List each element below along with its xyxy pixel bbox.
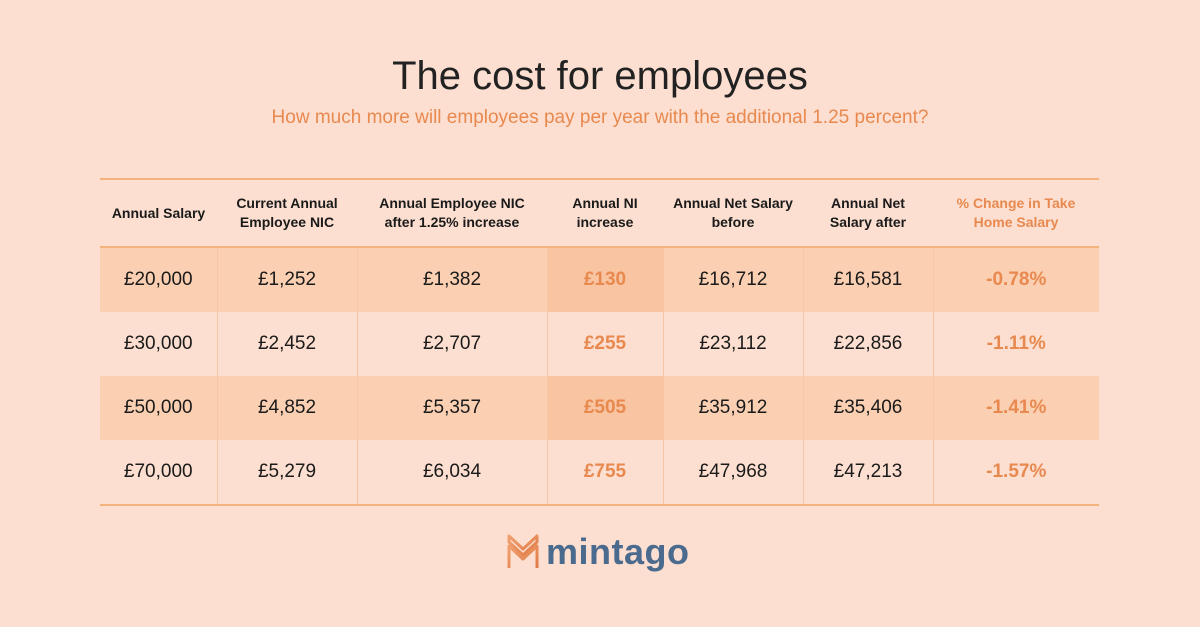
table-row: £50,000 £4,852 £5,357 £505 £35,912 £35,4… bbox=[100, 376, 1099, 440]
table-row: £70,000 £5,279 £6,034 £755 £47,968 £47,2… bbox=[100, 440, 1099, 505]
header-nic-after-increase: Annual Employee NIC after 1.25% increase bbox=[379, 195, 525, 230]
cost-table: Annual Salary Current Annual Employee NI… bbox=[100, 178, 1099, 506]
cost-table-container: Annual Salary Current Annual Employee NI… bbox=[100, 178, 1099, 506]
cell-annual-salary: £50,000 bbox=[100, 376, 217, 440]
page-subtitle: How much more will employees pay per yea… bbox=[271, 107, 929, 128]
cell-current-nic: £5,279 bbox=[216, 440, 357, 505]
table-row: £30,000 £2,452 £2,707 £255 £23,112 £22,8… bbox=[100, 312, 1099, 376]
cell-net-salary-after: £16,581 bbox=[802, 247, 933, 312]
cell-net-salary-before: £16,712 bbox=[662, 247, 803, 312]
cell-net-salary-after: £47,213 bbox=[802, 440, 933, 505]
cell-ni-increase: £755 bbox=[546, 440, 663, 505]
cell-nic-after-increase: £5,357 bbox=[356, 376, 547, 440]
cell-current-nic: £2,452 bbox=[216, 312, 357, 376]
cell-annual-salary: £70,000 bbox=[123, 461, 193, 482]
cell-net-salary-before: £23,112 bbox=[662, 312, 803, 376]
header-current-nic: Current Annual Employee NIC bbox=[236, 195, 338, 230]
header-ni-increase: Annual NI increase bbox=[572, 195, 638, 230]
table-header-row: Annual Salary Current Annual Employee NI… bbox=[100, 179, 1099, 247]
cell-ni-increase: £130 bbox=[546, 247, 663, 312]
cell-net-salary-after: £35,406 bbox=[802, 376, 933, 440]
cell-percent-change: -0.78% bbox=[932, 247, 1099, 312]
cell-percent-change: -1.57% bbox=[932, 440, 1099, 505]
header-net-salary-after: Annual Net Salary after bbox=[829, 195, 907, 230]
cell-nic-after-increase: £6,034 bbox=[356, 440, 547, 505]
cell-annual-salary: £20,000 bbox=[100, 247, 217, 312]
cell-net-salary-after: £22,856 bbox=[802, 312, 933, 376]
cell-current-nic: £1,252 bbox=[216, 247, 357, 312]
cell-current-nic: £4,852 bbox=[216, 376, 357, 440]
cell-ni-increase: £505 bbox=[546, 376, 663, 440]
page-title: The cost for employees bbox=[392, 54, 808, 98]
mintago-logo-icon bbox=[507, 534, 539, 568]
cell-ni-increase: £255 bbox=[546, 312, 663, 376]
cell-annual-salary: £30,000 bbox=[123, 333, 193, 354]
mintago-logo: mintago bbox=[506, 530, 690, 574]
cell-percent-change: -1.11% bbox=[932, 312, 1099, 376]
header-net-salary-before: Annual Net Salary before bbox=[673, 195, 793, 230]
cell-nic-after-increase: £1,382 bbox=[356, 247, 547, 312]
cell-net-salary-before: £47,968 bbox=[662, 440, 803, 505]
cell-percent-change: -1.41% bbox=[932, 376, 1099, 440]
cell-net-salary-before: £35,912 bbox=[662, 376, 803, 440]
cell-nic-after-increase: £2,707 bbox=[356, 312, 547, 376]
logo-wordmark: mintago bbox=[546, 531, 690, 572]
header-percent-change: % Change in Take Home Salary bbox=[956, 195, 1076, 230]
header-annual-salary: Annual Salary bbox=[111, 204, 206, 221]
table-row: £20,000 £1,252 £1,382 £130 £16,712 £16,5… bbox=[100, 247, 1099, 312]
